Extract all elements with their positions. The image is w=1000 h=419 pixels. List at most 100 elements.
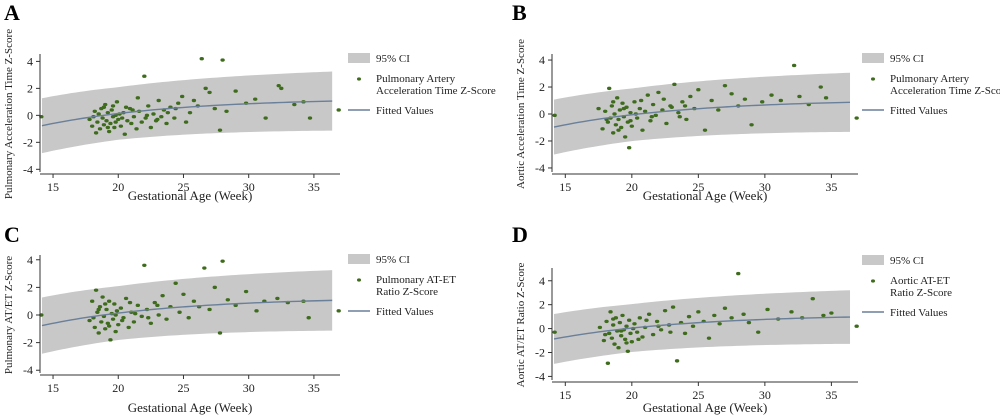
data-point: [155, 303, 160, 308]
data-point: [690, 324, 696, 328]
data-point: [669, 105, 674, 109]
data-point: [696, 310, 701, 314]
y-tick-label: -4: [23, 162, 33, 176]
data-point: [146, 316, 151, 320]
data-point: [336, 108, 341, 112]
data-point: [93, 288, 99, 292]
legend-key-point: [357, 77, 361, 81]
data-point: [605, 120, 611, 124]
data-point: [105, 125, 111, 130]
data-point: [119, 116, 125, 120]
data-point: [607, 331, 612, 336]
y-tick-label: 4: [539, 53, 545, 67]
data-point: [217, 331, 223, 335]
data-point: [106, 129, 112, 134]
data-point: [173, 281, 178, 285]
data-point: [722, 83, 728, 88]
y-tick-label: -2: [535, 346, 545, 360]
data-point: [156, 98, 161, 103]
legend-key-band: [348, 254, 370, 264]
data-point: [89, 299, 95, 303]
data-point: [100, 116, 105, 120]
data-point: [640, 335, 645, 339]
data-point: [96, 331, 101, 335]
data-point: [632, 322, 637, 326]
data-point: [611, 317, 616, 321]
data-point: [616, 346, 621, 350]
data-point: [670, 305, 676, 309]
data-point: [156, 313, 161, 317]
data-point: [263, 116, 268, 120]
data-point: [823, 96, 829, 100]
data-point: [116, 322, 121, 327]
data-point: [640, 128, 645, 132]
x-tick-label: 15: [47, 180, 59, 194]
data-point: [682, 104, 688, 108]
legend-swatch-band: [348, 254, 370, 264]
panel-c: C -4 -2 0 2 4 15 20 25 30 35 Gestational Age (Week)…: [3, 222, 456, 415]
data-point: [279, 86, 284, 91]
y-tick-label: -2: [535, 134, 545, 148]
data-point: [217, 128, 223, 132]
data-point: [152, 300, 157, 305]
data-point: [106, 299, 112, 303]
x-tick-label: 35: [825, 388, 837, 402]
legend-label: 95% CI: [376, 254, 410, 266]
data-point: [110, 104, 116, 108]
data-point: [212, 106, 217, 111]
data-point: [760, 100, 765, 104]
data-point: [144, 113, 150, 118]
data-point: [618, 329, 624, 333]
data-point: [552, 113, 557, 118]
data-point: [93, 131, 99, 135]
data-point: [729, 92, 734, 96]
data-point: [612, 342, 617, 346]
data-point: [818, 85, 823, 89]
data-point: [756, 330, 761, 334]
data-point: [642, 109, 648, 114]
ci-band: [41, 270, 333, 354]
data-point: [143, 116, 148, 120]
y-tick-label: 2: [539, 298, 545, 312]
y-tick-label: 4: [27, 54, 33, 68]
data-point: [749, 123, 754, 127]
data-point: [176, 101, 181, 105]
data-point: [706, 336, 712, 340]
data-point: [677, 114, 682, 119]
legend-label: Ratio Z-Score: [376, 286, 438, 298]
data-point: [139, 314, 144, 319]
data-point: [658, 328, 664, 332]
data-point: [307, 116, 313, 120]
data-point: [649, 114, 654, 119]
data-point: [155, 117, 160, 122]
legend-swatch-point: [357, 278, 361, 282]
data-point: [172, 116, 177, 120]
y-axis-title: Aortic AT/ET Ratio Z-Score: [515, 263, 527, 388]
data-point: [702, 128, 708, 132]
data-point: [112, 302, 117, 306]
data-point: [611, 323, 616, 327]
fitted-line: [41, 299, 333, 327]
data-point: [146, 104, 151, 108]
data-point: [716, 108, 721, 112]
y-axis-title: Aortic Acceleration Time Z-Score: [515, 39, 527, 189]
x-tick-label: 35: [308, 180, 320, 194]
data-point: [629, 340, 635, 344]
x-axis-title: Gestational Age (Week): [643, 400, 768, 415]
data-point: [741, 312, 746, 316]
x-tick-label: 30: [243, 180, 255, 194]
legend-key-point: [871, 77, 875, 81]
panel-a: A -4 -2 0 2 4 15 20 25 30 35 Gestational Age (Week)…: [3, 0, 496, 203]
data-point: [96, 307, 101, 312]
data-point: [626, 146, 632, 150]
data-point: [113, 329, 118, 334]
data-point: [183, 120, 189, 124]
data-point: [233, 89, 238, 93]
y-tick-label: -2: [23, 336, 33, 350]
data-point: [769, 93, 774, 97]
x-tick-label: 35: [825, 180, 837, 194]
data-point: [646, 312, 652, 316]
data-point: [191, 98, 197, 103]
x-axis-title: Gestational Age (Week): [128, 188, 253, 203]
